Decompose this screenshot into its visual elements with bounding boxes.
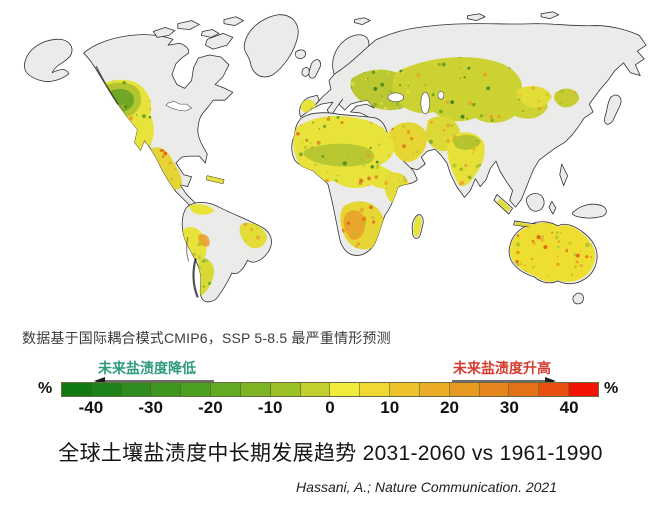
colorbar-segment (330, 383, 361, 396)
land-greenland (243, 14, 299, 78)
data-region-argentina (198, 258, 215, 296)
decrease-direction-label: 未来盐渍度降低 (98, 360, 196, 376)
colorbar-segment (449, 383, 480, 396)
data-region-india-olive (451, 134, 482, 150)
data-region-cuba (206, 175, 224, 184)
colorbar-tick: -20 (198, 398, 223, 417)
colorbar-legend: 未来盐渍度降低 未来盐渍度升高 % % -40 -30 -20 -10 0 10 20 30 4… (0, 356, 661, 420)
land-japan (604, 94, 622, 125)
increase-direction-label: 未来盐渍度升高 (453, 360, 551, 376)
figure-title: 全球土壤盐渍度中长期发展趋势 2031-2060 vs 1961-1990 (58, 442, 603, 465)
land-tasmania (572, 292, 584, 305)
data-region-sumatra (496, 198, 511, 213)
data-region-namibia-orange (343, 210, 366, 240)
data-region-madagascar (413, 216, 422, 237)
colorbar-tick: -40 (78, 398, 104, 417)
citation: Hassani, A.; Nature Communication. 2021 (296, 479, 557, 495)
unit-label-left: % (38, 380, 53, 397)
great-lakes (165, 100, 193, 112)
data-region-ne-brazil (239, 222, 268, 249)
colorbar-segment (360, 383, 391, 396)
land-philippines (559, 163, 569, 186)
colorbar-segment (62, 383, 92, 396)
colorbar-segment (390, 383, 420, 396)
arctic-islands (152, 11, 560, 50)
colorbar-tick: 30 (499, 398, 519, 417)
colorbar-segment (121, 383, 152, 396)
colorbar-tick: -30 (138, 398, 163, 417)
data-region-sahel-olive (303, 143, 375, 167)
colorbar-segment (569, 383, 598, 396)
aral-sea (437, 91, 445, 100)
colorbar-segment (240, 383, 271, 396)
colorbar-segment (539, 383, 570, 396)
land-iceland (294, 49, 306, 59)
colorbar-tick: 20 (440, 398, 459, 417)
colorbar-segment (181, 383, 212, 396)
colorbar-tick: 0 (325, 398, 335, 417)
colorbar-segment (419, 383, 450, 396)
caspian-sea (420, 92, 430, 115)
unit-label-right: % (604, 380, 619, 397)
land-uk (308, 59, 321, 79)
land-borneo (525, 193, 545, 212)
colorbar-segment (300, 383, 331, 396)
land-new-guinea (572, 203, 607, 219)
data-region-venezuela (188, 204, 215, 215)
colorbar-tick: -10 (257, 398, 283, 417)
colorbar-ticks: -40 -30 -20 -10 0 10 20 30 40 (0, 398, 661, 418)
world-map-figure (0, 2, 661, 326)
colorbar-segment (151, 383, 182, 396)
colorbar-tick: 10 (380, 398, 400, 417)
land-alaska (23, 38, 73, 82)
data-region-central-asia (392, 57, 548, 123)
data-region-mongolia (516, 86, 552, 108)
colorbar-segment (270, 383, 301, 396)
lakes (165, 91, 445, 115)
world-map (23, 11, 647, 305)
relief-accents (95, 66, 199, 298)
land-ireland (301, 67, 310, 77)
land-sulawesi (548, 200, 557, 215)
colorbar-segment (509, 383, 540, 396)
colorbar-segment (211, 383, 241, 396)
colorbar (61, 382, 599, 397)
data-source-note: 数据基于国际耦合模式CMIP6，SSP 5-8.5 最严重情形预测 (22, 330, 391, 346)
black-sea (387, 92, 404, 102)
colorbar-segment (91, 383, 122, 396)
colorbar-tick: 40 (559, 398, 579, 417)
land-north-america (83, 34, 234, 217)
colorbar-segment (479, 383, 510, 396)
data-region-australia (510, 222, 596, 282)
